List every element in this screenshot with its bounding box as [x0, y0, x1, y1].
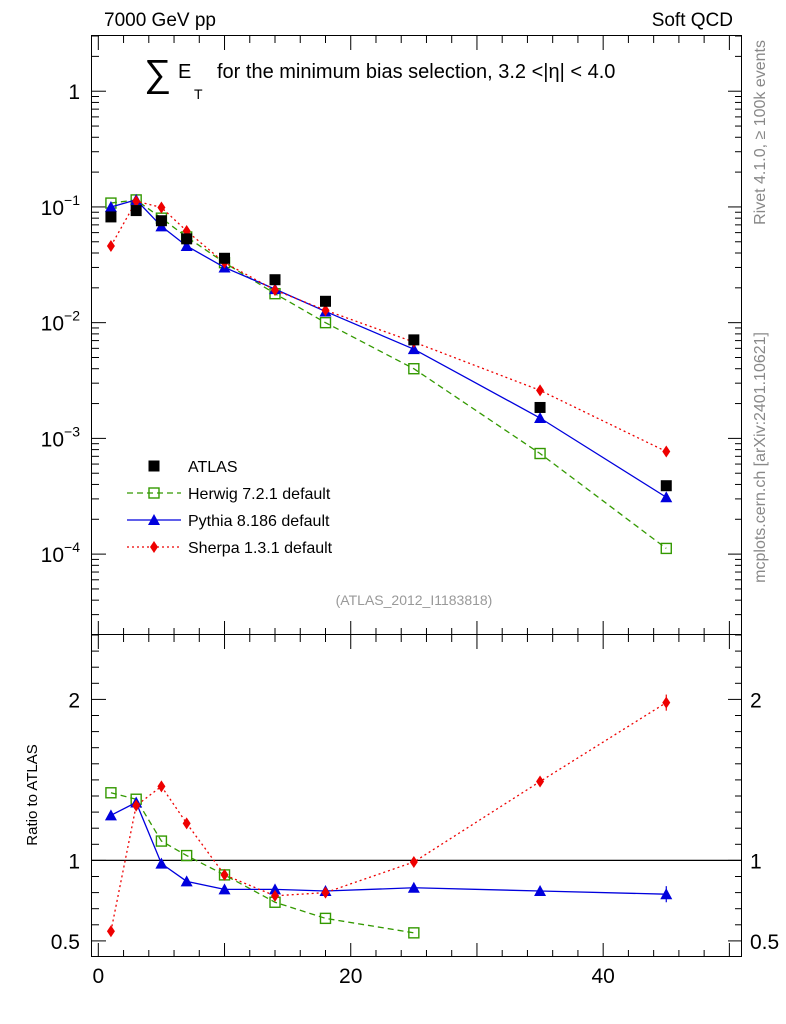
- title-text: for the minimum bias selection, 3.2 <|η|…: [217, 61, 615, 83]
- main-point-pythia: [104, 200, 117, 212]
- ratio-point-sherpa: [662, 696, 671, 709]
- ratio-line-pythia: [110, 801, 667, 895]
- source-label: mcplots.cern.ch [arXiv:2401.10621]: [752, 332, 769, 583]
- analysis-id-label: (ATLAS_2012_I1183818): [336, 592, 493, 608]
- title-variable: E: [178, 61, 191, 83]
- main-axes: 1 10−1 10−2 10−3 10−4: [41, 35, 742, 636]
- title-sum-symbol: ∑: [144, 53, 171, 95]
- main-point-atlas: [130, 205, 142, 217]
- ratio-point-sherpa: [106, 925, 115, 938]
- main-line-sherpa: [110, 200, 667, 453]
- ratio-point-pythia: [218, 883, 231, 895]
- legend-label-pythia: Pythia 8.186 default: [188, 513, 330, 530]
- main-point-sherpa: [271, 284, 280, 297]
- ratio-y-tick-label-right: 1: [750, 850, 762, 873]
- ratio-point-sherpa: [220, 868, 229, 881]
- ratio-x-tick-label: 0: [92, 965, 104, 988]
- ratio-y-tick-label-left: 0.5: [51, 931, 80, 954]
- ratio-point-sherpa: [271, 889, 280, 902]
- main-y-tick-label: 10−4: [41, 539, 81, 567]
- ratio-point-pythia: [660, 888, 673, 900]
- main-point-sherpa: [662, 445, 671, 458]
- main-point-sherpa: [536, 384, 545, 397]
- ratio-y-tick-label-right: 2: [750, 689, 762, 712]
- main-series: [104, 193, 673, 555]
- main-point-herwig: [319, 316, 332, 329]
- main-point-atlas: [269, 274, 281, 286]
- ratio-point-sherpa: [157, 780, 166, 793]
- ratio-point-herwig: [319, 912, 332, 925]
- ratio-plot-frame: [91, 634, 742, 957]
- legend-label-atlas: ATLAS: [188, 459, 238, 476]
- ratio-point-sherpa: [132, 799, 141, 812]
- legend-marker-atlas: [148, 460, 160, 472]
- ratio-point-herwig: [155, 835, 168, 847]
- main-point-sherpa: [321, 304, 330, 317]
- ratio-y-tick-label-left: 1: [68, 850, 80, 873]
- main-point-atlas: [319, 295, 331, 307]
- legend-marker-herwig: [148, 487, 160, 499]
- ratio-y-tick-label-left: 2: [68, 689, 80, 712]
- main-point-herwig: [660, 542, 672, 555]
- main-point-pythia: [660, 491, 673, 503]
- legend-marker-sherpa: [150, 541, 158, 553]
- main-point-atlas: [660, 480, 672, 492]
- main-point-pythia: [534, 412, 547, 424]
- main-point-herwig: [408, 363, 420, 375]
- main-point-atlas: [181, 233, 193, 245]
- ratio-point-sherpa: [321, 886, 330, 899]
- ratio-point-pythia: [269, 883, 282, 895]
- main-y-tick-label: 10−1: [41, 192, 81, 220]
- main-y-tick-label: 10−3: [41, 423, 81, 451]
- ratio-point-pythia: [155, 857, 168, 869]
- main-point-sherpa: [106, 239, 115, 252]
- main-point-atlas: [534, 401, 546, 413]
- ratio-x-tick-label: 40: [591, 965, 614, 988]
- legend-label-herwig: Herwig 7.2.1 default: [188, 486, 331, 503]
- ratio-point-pythia: [407, 881, 420, 893]
- main-point-atlas: [105, 211, 117, 223]
- main-point-atlas: [155, 215, 167, 227]
- main-point-sherpa: [132, 195, 141, 208]
- ratio-point-sherpa: [182, 817, 191, 830]
- header-right: Soft QCD: [652, 10, 733, 31]
- rivet-version-label: Rivet 4.1.0, ≥ 100k events: [752, 40, 769, 225]
- main-point-sherpa: [157, 201, 166, 214]
- ratio-point-pythia: [534, 884, 547, 896]
- header-left: 7000 GeV pp: [104, 10, 216, 31]
- main-point-pythia: [407, 343, 420, 355]
- legend-marker-pythia: [148, 514, 160, 525]
- ratio-point-sherpa: [536, 775, 545, 788]
- main-line-pythia: [110, 199, 667, 498]
- main-point-herwig: [534, 447, 546, 460]
- ratio-line-herwig: [110, 792, 414, 934]
- ratio-y-tick-label-right: 0.5: [750, 931, 779, 954]
- main-title: ∑ E T for the minimum bias selection, 3.…: [144, 53, 615, 102]
- ratio-series: [104, 694, 673, 939]
- ratio-line-sherpa: [110, 702, 667, 932]
- main-point-atlas: [219, 252, 231, 264]
- legend-label-sherpa: Sherpa 1.3.1 default: [188, 540, 333, 557]
- main-point-pythia: [180, 239, 193, 251]
- ratio-point-pythia: [180, 875, 193, 887]
- main-y-tick-label: 1: [68, 81, 80, 104]
- ratio-ylabel: Ratio to ATLAS: [24, 744, 41, 845]
- ratio-x-tick-label: 20: [339, 965, 362, 988]
- ratio-axes: 0 20 40 2 2 1 1 0.5 0.5: [51, 634, 779, 988]
- ratio-point-sherpa: [409, 856, 418, 869]
- legend: ATLAS Herwig 7.2.1 default Pythia 8.186 de…: [127, 459, 333, 557]
- ratio-point-pythia: [104, 809, 117, 821]
- ratio-point-herwig: [180, 849, 193, 862]
- main-y-tick-label: 10−2: [41, 308, 81, 336]
- ratio-point-herwig: [105, 787, 117, 799]
- main-point-atlas: [408, 334, 420, 346]
- ratio-point-herwig: [408, 927, 420, 939]
- title-subscript: T: [194, 86, 203, 102]
